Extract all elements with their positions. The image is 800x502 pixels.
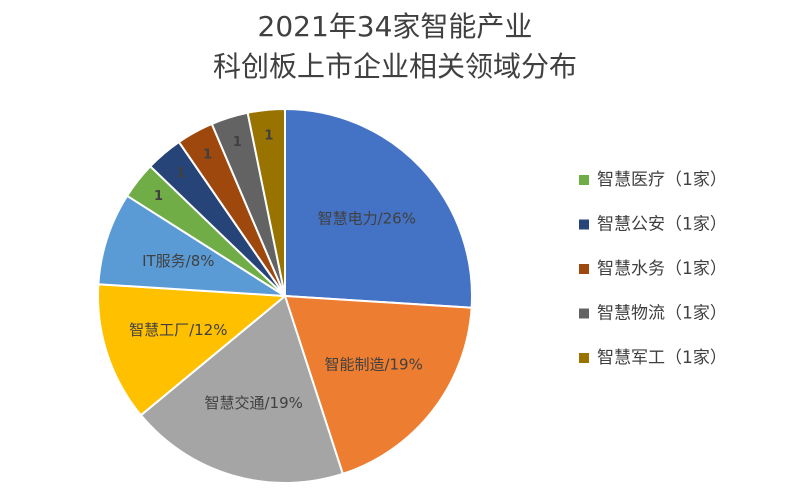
legend-label: 智慧公安（1家） [597, 215, 727, 235]
slice-label: 1 [264, 128, 273, 143]
legend-swatch [579, 308, 589, 319]
slice-label: 1 [203, 148, 212, 163]
legend-swatch [579, 219, 589, 230]
chart-title: 科创板上市企业相关领域分布 [213, 50, 577, 83]
legend-label: 智慧医疗（1家） [597, 170, 727, 190]
legend-swatch [579, 264, 589, 274]
pie-slice [139, 294, 345, 484]
legend-swatch [579, 353, 589, 363]
pie-slice [97, 194, 286, 297]
slice-label: IT服务/8% [142, 252, 214, 270]
legend-label: 智慧水务（1家） [597, 259, 727, 279]
slice-label: 智慧电力/26% [318, 210, 416, 228]
legend-swatch [579, 175, 589, 185]
slice-label: 1 [233, 135, 242, 150]
chart-title: 2021年34家智能产业 [258, 10, 533, 43]
pie-slice [246, 107, 286, 297]
slice-label: 1 [176, 166, 185, 181]
slice-label: 智能制造/19% [324, 355, 422, 373]
slice-label: 1 [154, 189, 163, 204]
slice-label: 智慧交通/19% [204, 394, 302, 412]
legend-label: 智慧物流（1家） [597, 304, 727, 324]
legend-label: 智慧军工（1家） [597, 348, 727, 368]
pie-slice [97, 283, 288, 417]
pie-slice [284, 107, 473, 309]
slice-label: 智慧工厂/12% [129, 321, 227, 339]
pie-slice [283, 294, 473, 476]
